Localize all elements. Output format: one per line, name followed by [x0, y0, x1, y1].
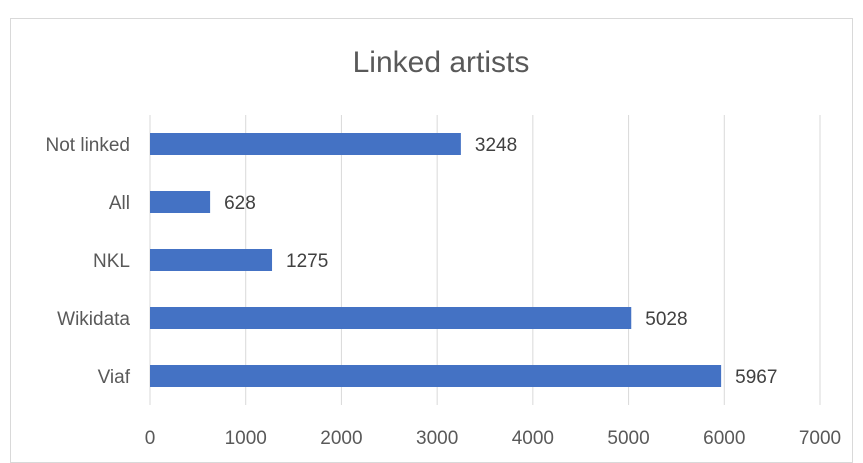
- bar: [150, 307, 632, 329]
- category-label: Not linked: [46, 135, 131, 156]
- data-label: 628: [224, 193, 256, 214]
- x-tick-label: 0: [145, 428, 156, 449]
- category-label: All: [109, 193, 130, 214]
- x-tick-label: 3000: [416, 428, 458, 449]
- data-label: 3248: [475, 135, 517, 156]
- bar: [150, 133, 461, 155]
- x-tick-label: 1000: [225, 428, 267, 449]
- bars: [150, 133, 722, 387]
- x-tick-label: 6000: [703, 428, 745, 449]
- category-label: Viaf: [98, 367, 131, 388]
- category-axis: Not linked All NKL Wikidata Viaf: [46, 135, 131, 388]
- chart-title: Linked artists: [353, 46, 530, 79]
- bar: [150, 249, 273, 271]
- bar: [150, 191, 211, 213]
- data-label: 5967: [735, 367, 777, 388]
- gridlines: [149, 115, 821, 405]
- bar: [150, 365, 722, 387]
- x-tick-label: 2000: [320, 428, 362, 449]
- data-label: 1275: [286, 251, 328, 272]
- x-tick-label: 4000: [512, 428, 554, 449]
- x-tick-label: 5000: [607, 428, 649, 449]
- data-label: 5028: [645, 309, 687, 330]
- category-label: NKL: [93, 251, 130, 272]
- category-label: Wikidata: [57, 309, 130, 330]
- x-tick-label: 7000: [799, 428, 841, 449]
- data-labels: 3248 628 1275 5028 5967: [224, 135, 777, 388]
- value-axis: 0 1000 2000 3000 4000 5000 6000 7000: [145, 428, 841, 449]
